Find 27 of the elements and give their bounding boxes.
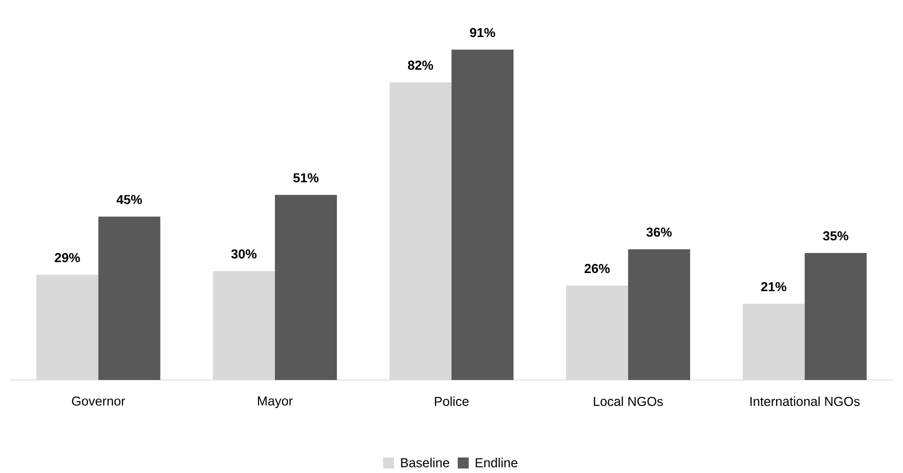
data-label: 26% bbox=[584, 264, 610, 274]
data-label: 51% bbox=[293, 173, 319, 182]
data-label: 36% bbox=[646, 228, 672, 237]
bar bbox=[390, 82, 452, 380]
bar bbox=[36, 274, 98, 380]
x-tick-label: Local NGOs bbox=[594, 396, 663, 406]
bar bbox=[628, 249, 690, 380]
data-label: 35% bbox=[823, 231, 848, 240]
legend-label: Baseline bbox=[401, 458, 450, 468]
x-tick-label: International NGOs bbox=[750, 396, 860, 406]
bar bbox=[98, 216, 160, 380]
data-label: 30% bbox=[231, 249, 257, 259]
x-tick-label: Police bbox=[434, 396, 469, 406]
bar bbox=[804, 252, 867, 380]
bar bbox=[566, 286, 628, 380]
legend-label: Endline bbox=[476, 458, 518, 468]
bar bbox=[274, 194, 337, 380]
data-label: 82% bbox=[408, 60, 434, 70]
bar bbox=[742, 304, 805, 380]
bar bbox=[452, 50, 514, 380]
data-label: 21% bbox=[761, 282, 786, 292]
data-label: 29% bbox=[54, 252, 80, 262]
bar bbox=[212, 271, 275, 380]
data-label: 91% bbox=[470, 28, 496, 38]
data-label: 45% bbox=[116, 194, 142, 204]
x-tick-label: Governor bbox=[72, 396, 126, 406]
x-tick-label: Mayor bbox=[258, 396, 293, 408]
